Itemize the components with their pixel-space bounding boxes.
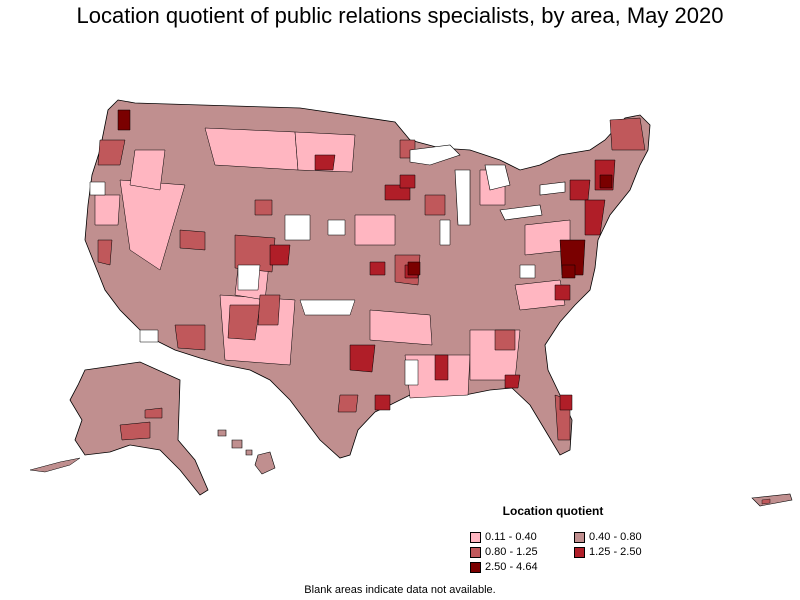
legend-label: 0.80 - 1.25 — [485, 546, 538, 558]
lq-top-regions — [117, 109, 613, 279]
puerto-rico — [751, 493, 793, 507]
legend-swatch — [574, 531, 585, 543]
great-lakes — [409, 144, 566, 226]
legend-item-top: 2.50 - 4.64 — [470, 561, 538, 573]
legend-label: 2.50 - 4.64 — [485, 561, 538, 573]
legend-item-mid: 0.80 - 1.25 — [470, 546, 538, 558]
legend-title: Location quotient — [502, 504, 604, 518]
lq-high-regions — [269, 154, 616, 411]
legend-item-lower-mid: 0.40 - 0.80 — [574, 531, 642, 543]
hawaii — [217, 429, 276, 475]
legend-item-high: 1.25 - 2.50 — [574, 546, 642, 558]
alaska — [29, 361, 209, 496]
map-title: Location quotient of public relations sp… — [76, 3, 724, 28]
legend-label: 0.40 - 0.80 — [589, 531, 642, 543]
legend-swatch — [470, 531, 481, 543]
legend-swatch — [574, 546, 585, 558]
no-data-regions — [89, 181, 536, 386]
footnote: Blank areas indicate data not available. — [304, 584, 496, 596]
legend-label: 1.25 - 2.50 — [589, 546, 642, 558]
legend-item-low: 0.11 - 0.40 — [470, 531, 537, 543]
legend-swatch — [470, 561, 481, 573]
legend-swatch — [470, 546, 481, 558]
legend-label: 0.11 - 0.40 — [485, 531, 537, 543]
